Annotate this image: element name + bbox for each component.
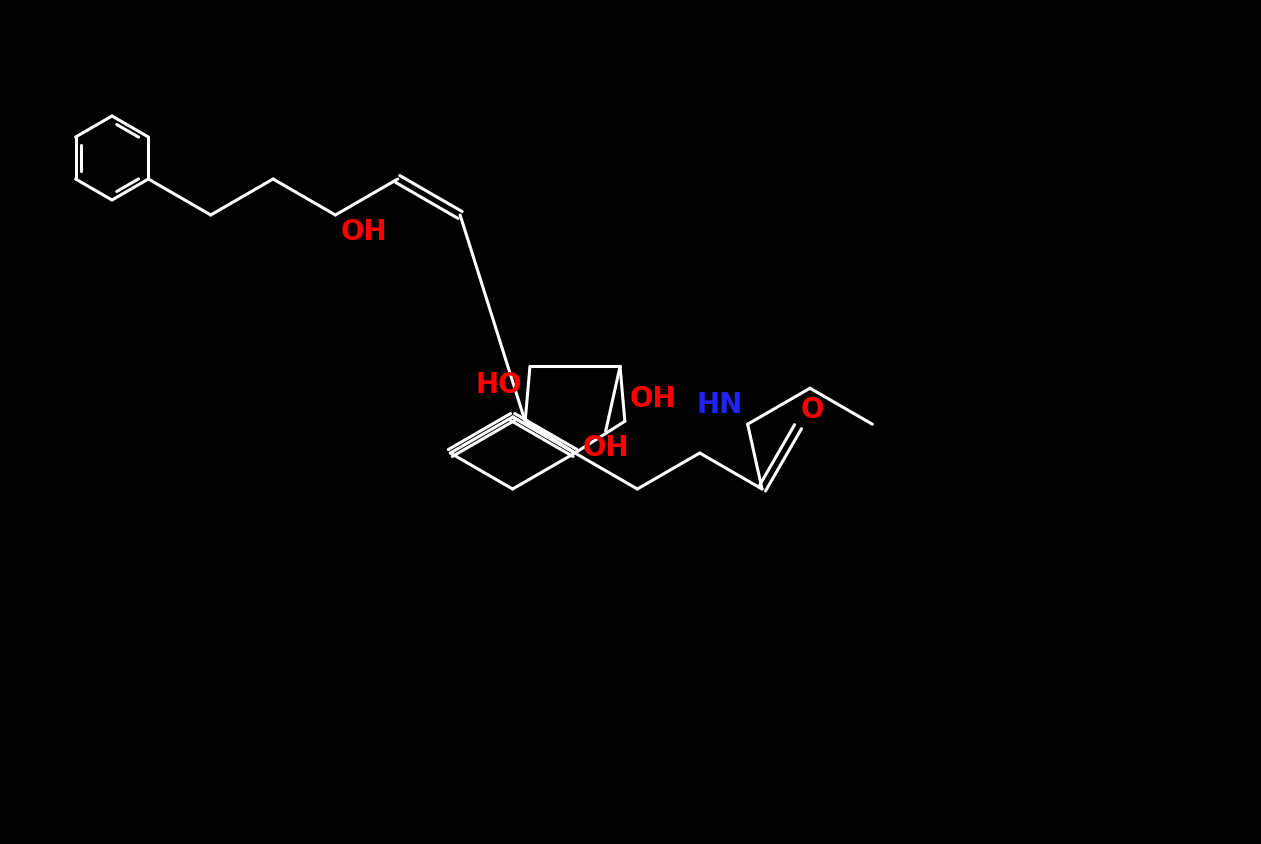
Text: HN: HN [696, 392, 743, 419]
Text: HO: HO [475, 371, 522, 399]
Text: OH: OH [340, 218, 387, 246]
Text: OH: OH [629, 385, 676, 414]
Text: OH: OH [583, 435, 629, 463]
Text: O: O [801, 396, 825, 424]
